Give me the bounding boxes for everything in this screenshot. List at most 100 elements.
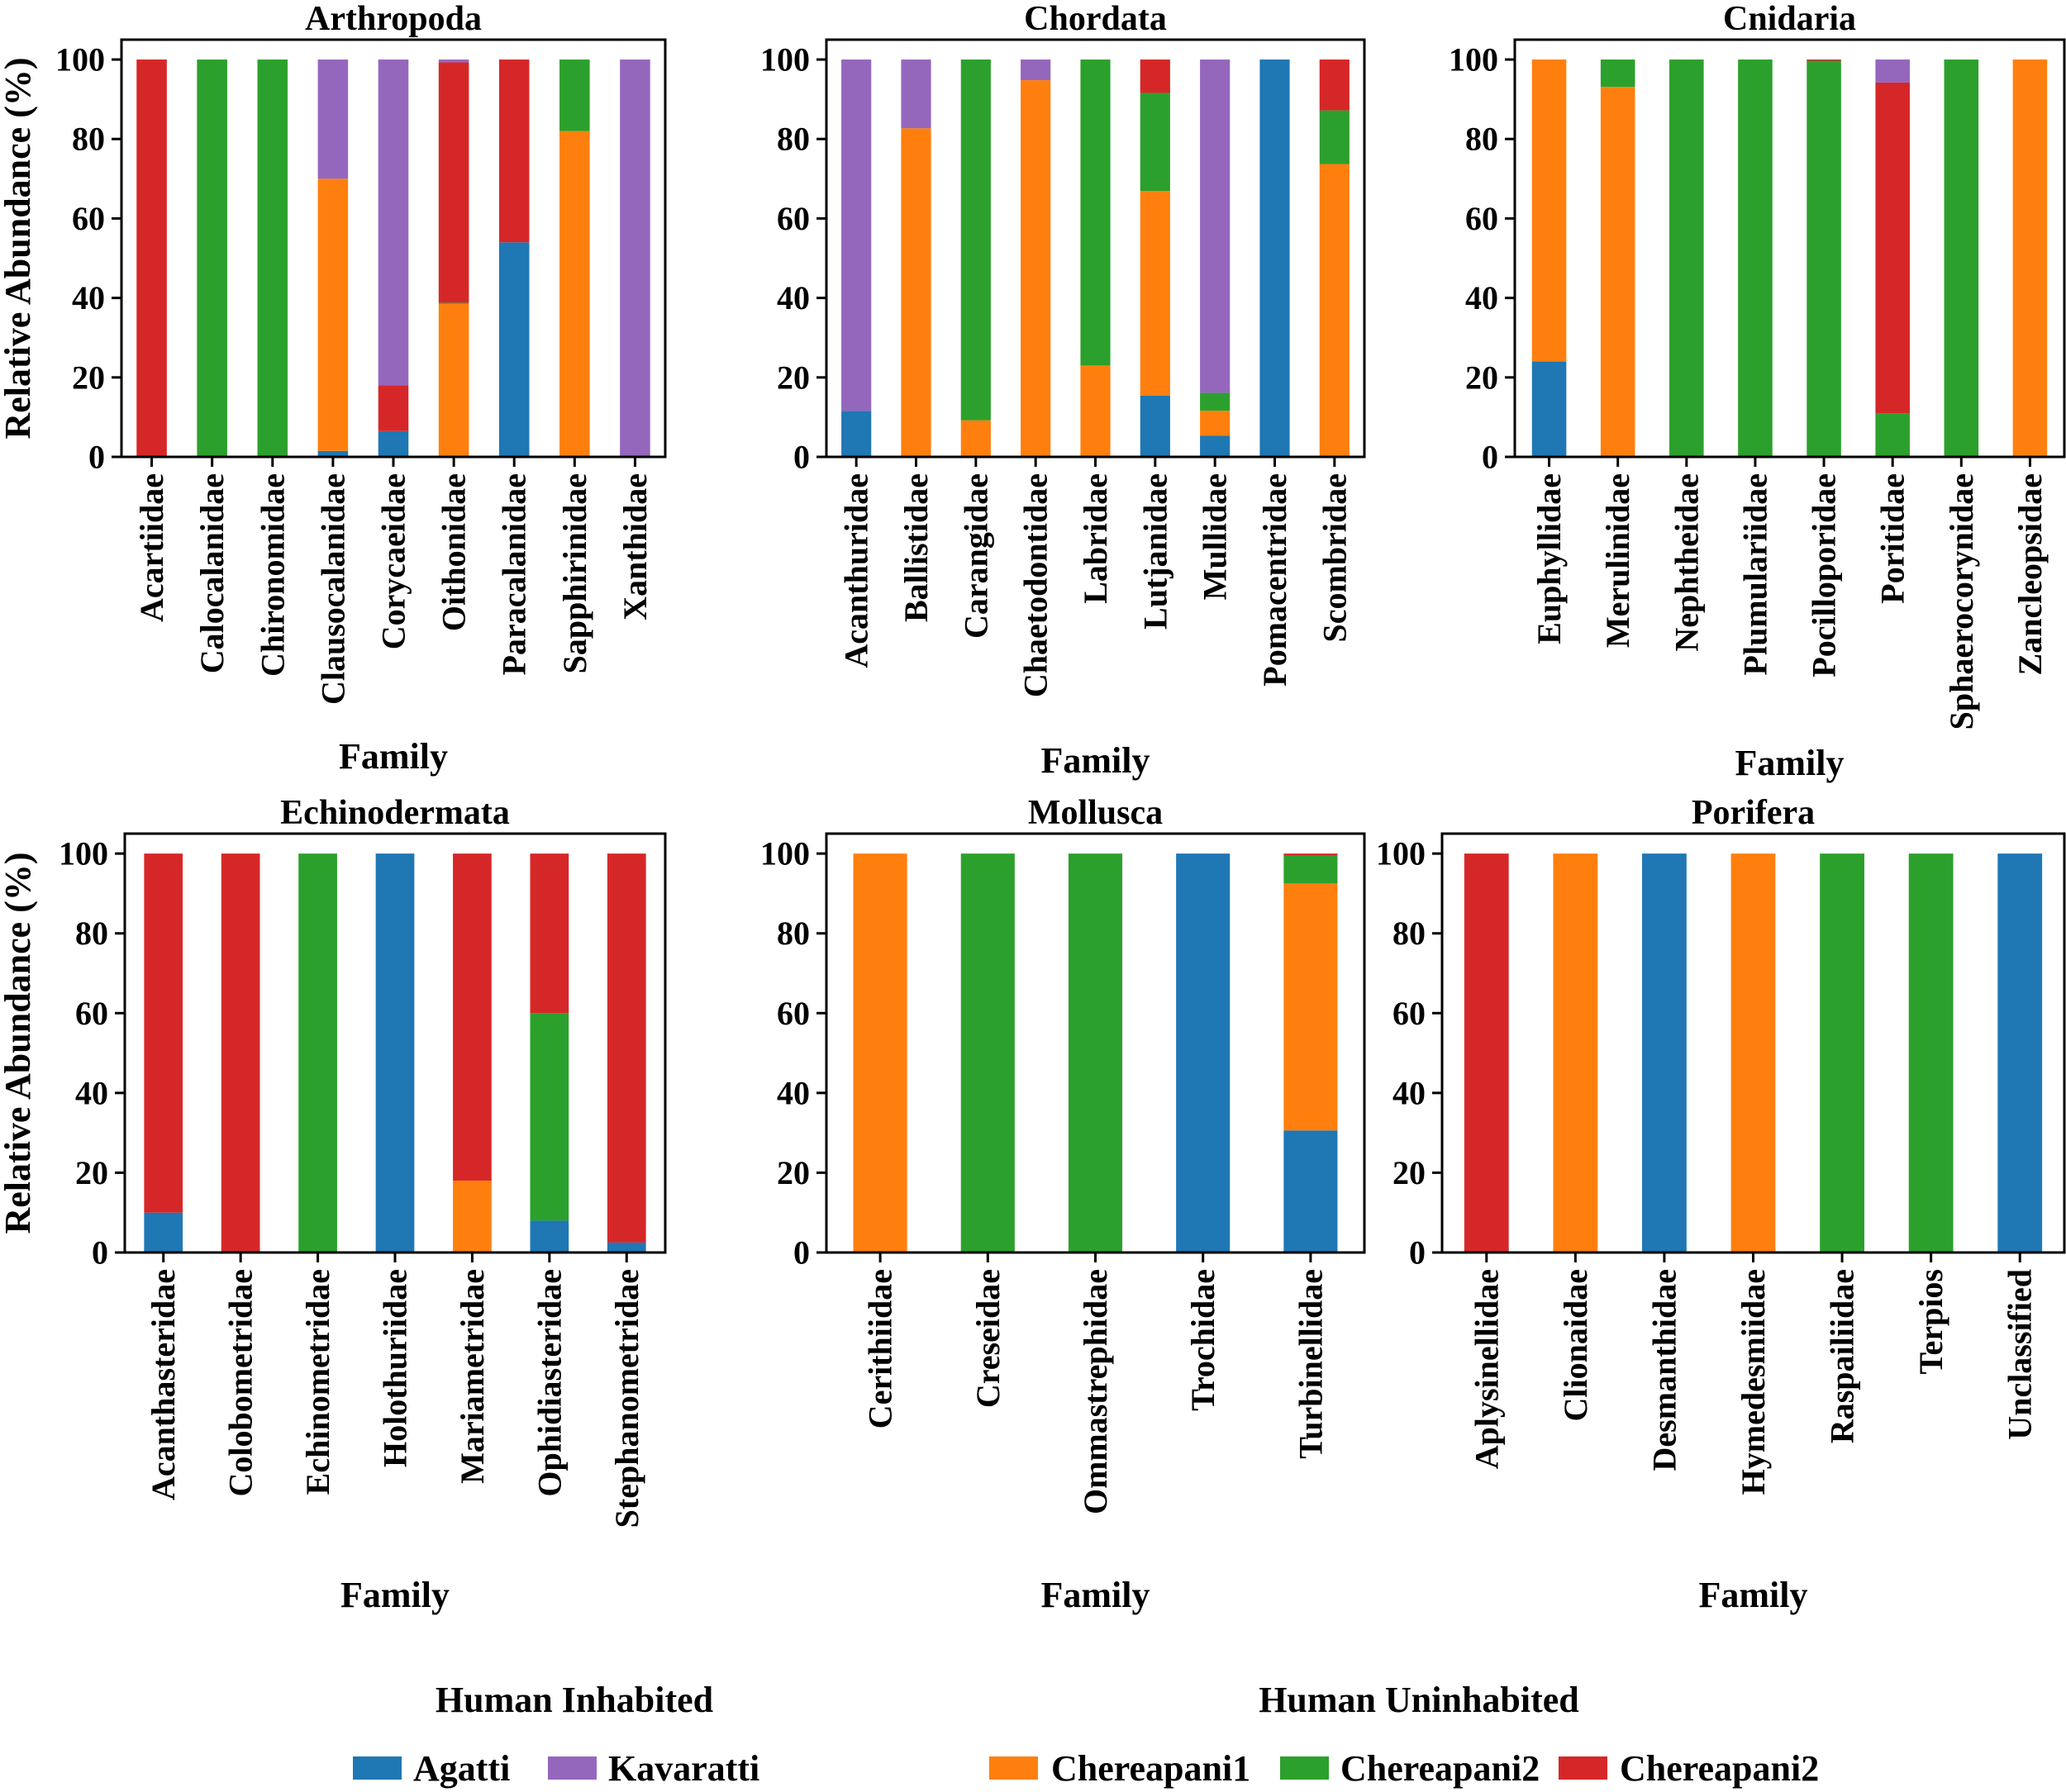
bar-segment-agatti-acanthuridae	[841, 411, 872, 457]
y-tick-label: 60	[777, 995, 810, 1032]
bar-segment-kavaratti-xanthidae	[620, 59, 650, 458]
bar-segment-chereapani2-echinometridae	[298, 853, 337, 1252]
panel-title: Echinodermata	[280, 794, 510, 832]
y-axis-label: Relative Abundance (%)	[0, 853, 38, 1234]
x-tick-label: Pomacentridae	[1256, 473, 1293, 687]
legend-swatch-agatti	[353, 1756, 402, 1780]
bar-segment-chereapani1-chaetodontidae	[1021, 80, 1051, 456]
y-tick-label: 20	[1465, 359, 1498, 396]
bar-segment-kavaratti-acanthuridae	[841, 59, 872, 411]
bar-segment-kavaratti-ballistidae	[901, 59, 931, 129]
bar-segment-chereapani2-lutjanidae	[1140, 59, 1170, 93]
legend-label-kavaratti: Kavaratti	[608, 1748, 759, 1789]
y-tick-label: 0	[88, 439, 105, 476]
bar-segment-chereapani2-labridae	[1080, 59, 1111, 366]
y-tick-label: 60	[1465, 200, 1498, 237]
y-tick-label: 40	[1465, 279, 1498, 316]
y-tick-label: 20	[72, 359, 105, 396]
x-tick-label: Carangidae	[957, 473, 994, 639]
bar-segment-chereapani2-ommastrephidae	[1068, 853, 1123, 1252]
bar-segment-kavaratti-mullidae	[1200, 59, 1231, 393]
x-tick-label: Nephtheidae	[1668, 473, 1705, 652]
x-tick-label: Xanthidae	[616, 473, 654, 620]
y-tick-label: 100	[59, 835, 108, 872]
y-tick-label: 80	[777, 915, 810, 952]
bar-segment-chereapani2-plumulariidae	[1738, 59, 1773, 458]
bar-segment-chereapani2-poritidae	[1875, 82, 1910, 414]
x-tick-label: Hymedesmiidae	[1735, 1269, 1772, 1495]
bar-segment-chereapani1-cerithiidae	[853, 853, 907, 1252]
x-tick-label: Euphyllidae	[1530, 473, 1568, 644]
y-axis-label: Relative Abundance (%)	[0, 58, 38, 440]
x-axis-label: Family	[339, 736, 448, 777]
bar-segment-chereapani2-mullidae	[1200, 392, 1231, 411]
axes-frame	[825, 832, 1366, 1254]
panel-title: Porifera	[1692, 794, 1815, 832]
bar-segment-chereapani1-hymedesmiidae	[1730, 853, 1776, 1252]
y-tick-label: 40	[72, 279, 105, 316]
x-tick-label: Terpios	[1912, 1269, 1949, 1374]
panel-title: Arthropoda	[305, 0, 482, 38]
bar-segment-kavaratti-corycaeidae	[378, 59, 409, 386]
x-tick-label: Chironomidae	[254, 473, 291, 677]
y-tick-label: 40	[1392, 1074, 1426, 1111]
x-tick-label: Labridae	[1077, 473, 1114, 604]
x-tick-label: Oithonidae	[436, 473, 473, 631]
bar-segment-kavaratti-poritidae	[1875, 59, 1910, 83]
bar-segment-agatti-pomacentridae	[1259, 59, 1290, 458]
bar-segment-chereapani2-scombridae	[1319, 110, 1350, 164]
x-axis-label: Family	[1041, 740, 1150, 781]
x-tick-label: Mullidae	[1197, 473, 1234, 600]
axes-frame	[123, 832, 667, 1254]
x-tick-label: Paracalanidae	[496, 473, 533, 675]
bar-segment-chereapani1-clionaidae	[1553, 853, 1598, 1252]
x-tick-label: Merulinidae	[1599, 473, 1636, 648]
bar-segment-agatti-ophidiasteridae	[530, 1220, 569, 1252]
bar-segment-agatti-desmanthidae	[1642, 853, 1687, 1252]
bar-segment-chereapani2-sapphirinidae	[559, 59, 590, 131]
legend-swatch-chereapani2-red	[1559, 1756, 1607, 1780]
bar-segment-chereapani2-chironomidae	[257, 59, 288, 458]
x-tick-label: Lutjanidae	[1136, 473, 1173, 630]
bar-segment-chereapani2-ophidiasteridae	[530, 1013, 569, 1221]
y-tick-label: 0	[793, 1234, 810, 1272]
bar-segment-chereapani2-acartiidae	[136, 59, 167, 458]
x-tick-label: Colobometridae	[222, 1269, 259, 1497]
legend-label-chereapani2-red: Chereapani2	[1620, 1748, 1819, 1789]
bar-segment-chereapani2-creseidae	[960, 853, 1015, 1252]
x-tick-label: Mariametridae	[454, 1269, 491, 1484]
bar-segment-agatti-trochidae	[1176, 853, 1231, 1252]
bar-segment-agatti-unclassified	[1997, 853, 2043, 1252]
legend-swatch-chereapani2-green	[1280, 1756, 1329, 1780]
axes-frame	[120, 38, 667, 459]
y-tick-label: 0	[1482, 439, 1498, 476]
bar-segment-agatti-paracalanidae	[498, 242, 530, 457]
axes-frame	[1440, 832, 2066, 1254]
bar-segment-chereapani2-carangidae	[960, 59, 991, 421]
x-tick-label: Scombridae	[1316, 473, 1353, 642]
x-tick-label: Clionaidae	[1557, 1269, 1594, 1421]
y-tick-label: 20	[75, 1154, 108, 1191]
x-tick-label: Aplysinellidae	[1468, 1269, 1505, 1469]
bar-segment-chereapani2-ophidiasteridae	[530, 853, 569, 1014]
x-tick-label: Calocalanidae	[193, 473, 231, 673]
bar-segment-chereapani2-oithonidae	[438, 62, 469, 303]
bar-segment-chereapani2-paracalanidae	[498, 59, 530, 243]
bar-segment-chereapani2-acanthasteridae	[144, 853, 183, 1213]
y-tick-label: 0	[92, 1234, 108, 1272]
x-tick-label: Holothuriidae	[377, 1269, 414, 1467]
x-tick-label: Poritidae	[1874, 473, 1911, 604]
y-tick-label: 40	[777, 279, 810, 316]
x-axis-label: Family	[1041, 1575, 1150, 1615]
x-tick-label: Unclassified	[2002, 1269, 2039, 1440]
bar-segment-chereapani2-raspailiidae	[1820, 853, 1864, 1252]
bar-segment-chereapani1-scombridae	[1319, 164, 1350, 458]
panel-porifera: Aplysinellidae Clionaidae Desmanthidae Hyme…	[1376, 794, 2066, 1615]
x-tick-label: Echinometridae	[299, 1269, 336, 1495]
x-tick-label: Ballistidae	[897, 473, 935, 622]
x-tick-label: Creseidae	[969, 1269, 1007, 1408]
x-tick-label: Chaetodontidae	[1017, 473, 1054, 697]
bar-segment-chereapani2-calocalanidae	[197, 59, 227, 458]
y-tick-label: 100	[760, 41, 810, 78]
bar-segment-chereapani1-zancleopsidae	[2012, 59, 2048, 458]
